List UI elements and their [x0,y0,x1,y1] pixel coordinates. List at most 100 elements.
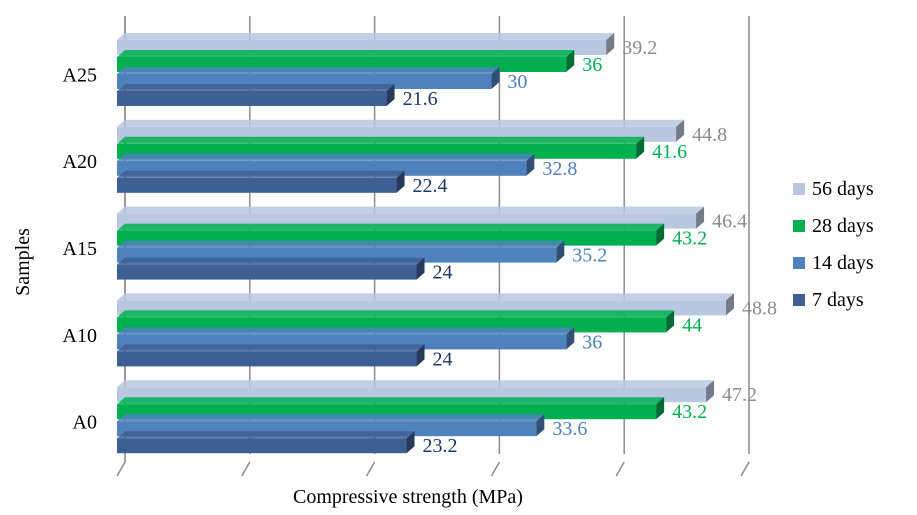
bar-front-face [117,177,397,193]
bar-top-face [117,223,665,231]
bar-end-cap [606,33,615,55]
category-tick-label: A15 [63,238,97,260]
bar-top-face [117,257,425,265]
legend-label: 28 days [812,215,874,237]
bar-end-cap [666,310,675,333]
data-label: 36 [582,331,602,353]
bar-end-cap [526,153,535,176]
bar-end-cap [416,257,425,280]
bar-top-face [117,293,735,301]
category-tick-label: A20 [63,151,97,173]
bar-A25-7-days [117,84,395,106]
bar-end-cap [636,136,645,159]
data-label: 48.8 [742,297,777,319]
gridline-floor-tick [615,461,625,477]
category-tick-labels: A0 A10 A15 A20 A25 [63,64,97,433]
data-label: 44 [682,314,702,336]
data-label: 21.6 [403,88,438,110]
bar-top-face [117,50,575,57]
bar-top-face [117,431,415,439]
bar-top-face [117,240,565,248]
bar-end-cap [406,431,415,454]
legend-swatch [793,294,805,306]
legend-item-7-days: 7 days [793,289,864,311]
gridline-floor-tick [116,461,126,477]
bar-top-face [117,33,615,40]
data-label: 30 [507,71,527,93]
legend-swatch [793,183,805,195]
bar-end-cap [491,67,500,89]
bar-front-face [117,91,387,106]
legend: 56 days 28 days 14 days 7 days [793,178,874,311]
bar-top-face [117,397,665,405]
data-label: 36 [582,54,602,76]
legend-label: 7 days [812,289,864,311]
data-label: 41.6 [652,141,687,163]
bar-end-cap [656,223,665,246]
bar-A15-14-days [117,240,565,263]
data-label: 32.8 [542,158,577,180]
category-tick-label: A25 [63,64,97,86]
bar-top-face [117,344,425,352]
data-label: 24 [433,262,453,284]
data-label: 46.4 [712,211,747,233]
bar-end-cap [656,397,665,420]
gridline-floor-tick [241,461,251,477]
bar-front-face [117,351,417,367]
x-axis-title: Compressive strength (MPa) [293,486,523,508]
bar-top-face [117,67,500,74]
bar-end-cap [726,293,735,316]
data-label: 24 [433,348,453,370]
bar-end-cap [566,50,575,72]
bar-front-face [117,438,407,454]
bar-top-face [117,136,645,144]
bar-end-cap [676,119,685,142]
data-label: 22.4 [413,175,448,197]
data-label: 47.2 [722,384,757,406]
y-axis-title: Samples [12,228,34,296]
bar-top-face [117,380,715,388]
data-label: 35.2 [572,245,607,267]
bar-A20-7-days [117,170,405,193]
bar-front-face [117,264,417,280]
bar-A10-7-days [117,344,425,367]
legend-item-28-days: 28 days [793,215,874,237]
bar-end-cap [556,240,565,263]
legend-item-56-days: 56 days [793,178,874,200]
bar-end-cap [416,344,425,367]
legend-swatch [793,257,805,269]
legend-label: 56 days [812,178,874,200]
category-tick-label: A10 [63,325,97,347]
bar-end-cap [566,327,575,350]
bar-end-cap [706,380,715,403]
data-label: 44.8 [692,124,727,146]
category-tick-label: A0 [73,412,97,434]
legend-item-14-days: 14 days [793,252,874,274]
data-label: 43.2 [672,228,707,250]
gridline-floor-tick [490,461,501,477]
data-label: 23.2 [423,435,458,457]
bar-end-cap [386,84,395,106]
bar-A0-7-days [117,431,415,454]
bar-top-face [117,414,545,422]
bar-end-cap [696,206,705,229]
gridline-floor-tick [740,461,750,477]
bar-top-face [117,327,575,335]
bar-top-face [117,84,395,91]
legend-swatch [793,220,805,232]
data-labels: 47.243.233.623.248.844362446.443.235.224… [403,37,777,457]
bar-series-group [117,33,735,454]
bar-top-face [117,170,405,178]
bar-top-face [117,119,685,127]
data-label: 39.2 [622,37,657,59]
data-label: 33.6 [552,418,587,440]
bar-end-cap [536,414,545,437]
bar-A15-7-days [117,257,425,280]
bar-end-cap [396,170,405,193]
legend-label: 14 days [812,252,874,274]
data-label: 43.2 [672,401,707,423]
gridline-floor-tick [365,461,376,477]
bar-top-face [117,310,675,318]
bar-top-face [117,153,535,161]
